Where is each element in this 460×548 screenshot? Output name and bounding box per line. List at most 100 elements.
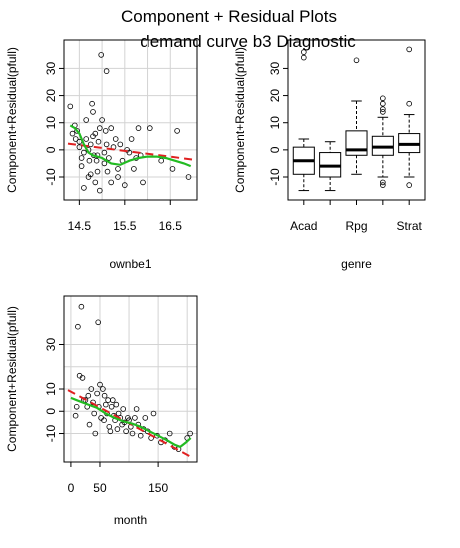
data-point: [100, 386, 106, 392]
data-point: [79, 375, 86, 381]
data-point: [105, 397, 111, 403]
y-tick-label: 0: [44, 146, 58, 153]
data-point: [120, 406, 126, 412]
data-point: [99, 117, 105, 123]
y-axis-label: Component+Residual(pfull): [233, 47, 247, 193]
data-point: [114, 426, 121, 432]
box-outlier: [406, 46, 412, 53]
data-point: [87, 171, 94, 178]
x-tick-label: 15.5: [113, 219, 137, 233]
data-point: [133, 406, 140, 412]
x-axis-label: ownbe1: [109, 257, 151, 271]
y-tick-label: 30: [44, 338, 58, 352]
data-point: [101, 417, 107, 424]
data-point: [137, 432, 144, 439]
box-outlier: [301, 54, 307, 61]
data-point: [81, 149, 87, 156]
data-point: [108, 179, 114, 186]
data-point: [101, 160, 108, 167]
figure-subtitle: demand curve b3 Diagnostic: [140, 32, 356, 51]
box-outlier: [380, 109, 386, 115]
figure-title: Component + Residual Plots: [121, 7, 337, 26]
y-axis-label: Component+Residual(pfull): [5, 306, 19, 452]
data-point: [103, 141, 110, 148]
data-point: [67, 103, 74, 110]
data-point: [90, 109, 96, 115]
data-point: [110, 397, 116, 403]
data-point: [158, 157, 165, 164]
y-tick-label: -10: [44, 168, 58, 186]
data-point: [97, 381, 103, 388]
data-point: [88, 386, 95, 392]
data-point: [92, 179, 99, 186]
box-outlier: [380, 106, 386, 112]
box-outlier: [406, 182, 412, 188]
box-outlier: [380, 100, 386, 107]
data-point: [129, 430, 136, 437]
panel-genre: Acad Rpg Strat -10 0 10 20 30 genre Component+Res…: [233, 39, 426, 271]
data-point: [147, 125, 153, 131]
data-point: [72, 412, 79, 419]
data-point: [94, 390, 100, 397]
data-point: [78, 163, 85, 169]
data-point: [132, 415, 138, 421]
plot-frame: [63, 39, 198, 201]
data-point: [150, 410, 157, 417]
y-tick-label: 20: [268, 89, 282, 103]
data-point: [73, 403, 80, 410]
data-point: [103, 401, 109, 408]
data-point: [169, 166, 176, 172]
y-tick-label: 0: [44, 408, 58, 415]
data-point: [106, 155, 112, 161]
y-tick-label: 10: [268, 116, 282, 130]
data-point: [72, 136, 79, 142]
y-tick-label: -10: [268, 168, 282, 186]
panel-ownbe1: 14.5 15.5 16.5 -10 0 10 20 30 ownbe1 Component+Re…: [5, 39, 198, 271]
data-point: [128, 136, 135, 142]
box-outlier: [380, 179, 386, 186]
y-tick-label: 30: [44, 61, 58, 75]
data-point: [107, 428, 114, 435]
data-point: [76, 144, 83, 150]
y-tick-label: 20: [44, 89, 58, 103]
data-point: [142, 415, 149, 421]
data-point: [89, 100, 95, 107]
fit-line: [67, 142, 194, 161]
data-point: [78, 303, 85, 310]
x-tick-label: Acad: [290, 219, 317, 233]
data-point: [140, 179, 146, 186]
y-axis-label: Component+Residual(pfull): [5, 47, 19, 193]
smooth-line: [70, 396, 192, 449]
data-point: [97, 125, 103, 131]
y-tick-label: 10: [44, 116, 58, 130]
data-point: [87, 141, 94, 148]
data-point: [98, 52, 104, 58]
data-point: [174, 128, 180, 134]
data-point: [83, 117, 89, 123]
smooth-line: [69, 124, 192, 168]
data-point: [69, 130, 76, 137]
y-tick-label: 0: [268, 146, 282, 153]
data-point: [94, 168, 101, 175]
data-point: [126, 149, 133, 156]
data-point: [135, 125, 142, 131]
data-point: [112, 136, 119, 142]
data-point: [74, 128, 80, 134]
x-tick-label: 14.5: [68, 219, 92, 233]
box-outlier: [380, 182, 386, 188]
data-point: [103, 68, 110, 74]
y-tick-label: 30: [268, 61, 282, 75]
data-point: [104, 168, 111, 175]
plot-frame: [63, 295, 198, 463]
data-point: [101, 392, 108, 399]
data-point: [92, 130, 99, 137]
data-point: [86, 157, 93, 164]
y-tick-label: 10: [44, 382, 58, 396]
box-body: [345, 130, 368, 156]
data-point: [97, 187, 103, 194]
box-outlier: [353, 57, 360, 64]
data-point: [117, 141, 124, 148]
data-point: [85, 392, 92, 399]
